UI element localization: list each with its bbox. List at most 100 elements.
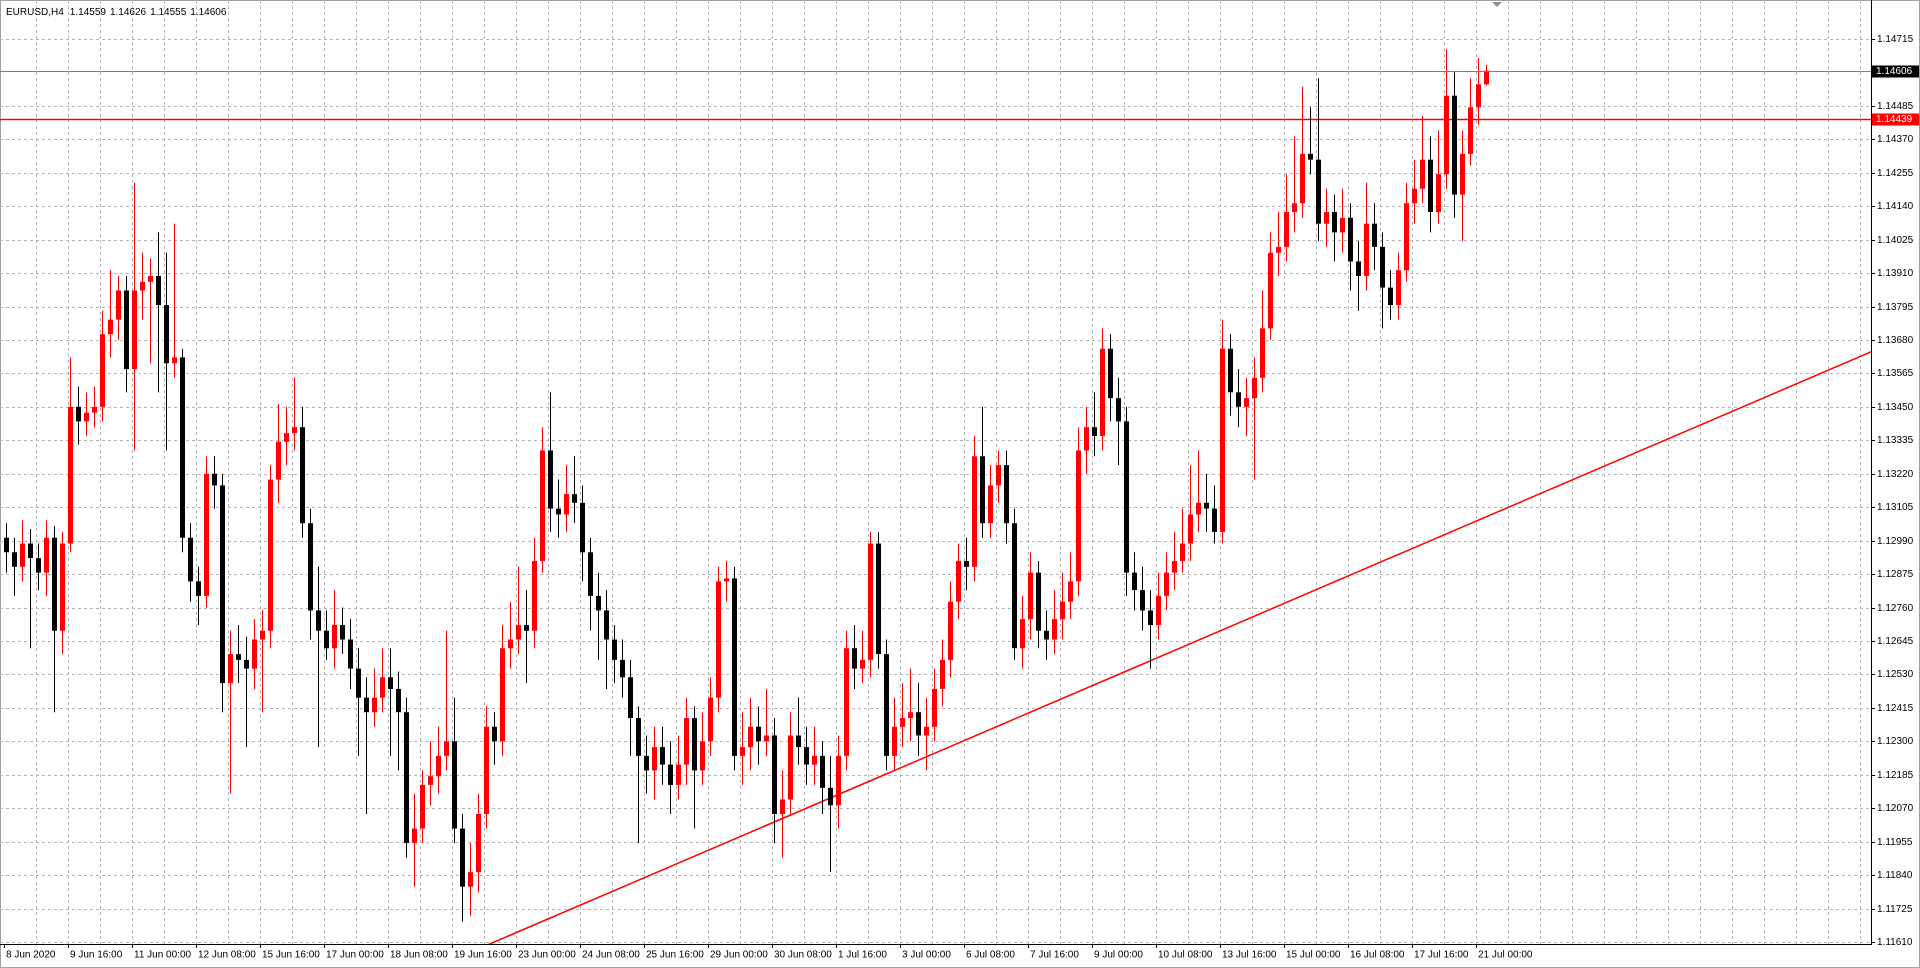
candle-body — [476, 814, 481, 873]
candle-body — [1188, 514, 1193, 544]
candle-body — [1452, 95, 1457, 195]
candle-body — [52, 537, 57, 631]
candle-body — [356, 668, 361, 698]
y-tick-label: 1.13450 — [1877, 402, 1914, 413]
x-tick-label: 9 Jul 00:00 — [1094, 950, 1143, 961]
candle-body — [1028, 572, 1033, 620]
candle-body — [1380, 246, 1385, 288]
y-tick-label: 1.12990 — [1877, 536, 1914, 547]
candle-body — [988, 485, 993, 524]
current-price-box — [1872, 65, 1919, 78]
y-tick-label: 1.12415 — [1877, 703, 1914, 714]
candle-body — [676, 764, 681, 785]
candle-body — [1372, 223, 1377, 247]
candle-body — [1052, 619, 1057, 640]
candle-body — [700, 741, 705, 771]
candle-body — [1476, 84, 1481, 108]
candle-body — [532, 560, 537, 631]
x-tick-label: 30 Jun 08:00 — [774, 950, 832, 961]
candle-body — [756, 726, 761, 742]
candle-body — [164, 305, 169, 364]
candle-body — [396, 688, 401, 713]
candle-body — [1324, 212, 1329, 224]
y-tick-label: 1.12760 — [1877, 603, 1914, 614]
y-tick-label: 1.13565 — [1877, 368, 1914, 379]
y-tick-label: 1.14255 — [1877, 168, 1914, 179]
candle-body — [1404, 203, 1409, 271]
x-tick-label: 17 Jun 00:00 — [326, 950, 384, 961]
candle-body — [924, 726, 929, 736]
header-open: 1.14559 — [70, 7, 107, 18]
y-tick-label: 1.14715 — [1877, 34, 1914, 45]
candle-body — [796, 735, 801, 748]
candle-body — [1180, 543, 1185, 561]
candle-body — [380, 677, 385, 698]
candle-body — [892, 726, 897, 756]
candle-body — [1172, 560, 1177, 573]
y-tick-label: 1.14485 — [1877, 101, 1914, 112]
header-low: 1.14555 — [150, 7, 187, 18]
y-tick-label: 1.12530 — [1877, 669, 1914, 680]
y-tick-label: 1.12875 — [1877, 569, 1914, 580]
candle-body — [1148, 610, 1153, 625]
candle-body — [4, 537, 9, 553]
candle-body — [604, 610, 609, 640]
candle-body — [132, 290, 137, 370]
candle-body — [964, 560, 969, 567]
candle-body — [540, 450, 545, 561]
candle-body — [1356, 261, 1361, 276]
y-tick-label: 1.13220 — [1877, 469, 1914, 480]
candle-body — [12, 552, 17, 567]
candle-body — [316, 610, 321, 631]
candle-body — [20, 543, 25, 567]
candle-body — [76, 406, 81, 422]
candle-body — [1156, 595, 1161, 625]
candle-body — [1260, 328, 1265, 378]
candle-body — [308, 523, 313, 611]
candle-body — [508, 639, 513, 649]
candle-body — [588, 552, 593, 596]
symbol: EURUSD,H4 — [6, 7, 64, 18]
candle-body — [628, 677, 633, 719]
candle-body — [92, 406, 97, 413]
candle-body — [956, 560, 961, 602]
chart-header: EURUSD,H4 1.14559 1.14626 1.14555 1.14606 — [6, 7, 227, 18]
candle-body — [148, 275, 153, 282]
candle-body — [548, 450, 553, 509]
candle-body — [284, 433, 289, 442]
candle-body — [1212, 508, 1217, 532]
candle-body — [748, 726, 753, 748]
candle-body — [620, 659, 625, 678]
candle-body — [300, 427, 305, 524]
candle-body — [1132, 572, 1137, 591]
candle-body — [68, 406, 73, 544]
candle-body — [100, 334, 105, 407]
candle-body — [1444, 95, 1449, 175]
y-tick-label: 1.11725 — [1877, 904, 1913, 915]
candle-body — [220, 485, 225, 684]
candle-body — [612, 639, 617, 660]
label-layer: 1.11610 1.11725 1.11840 1.11955 1.12070 1.121… — [4, 34, 1919, 961]
candle-body — [244, 659, 249, 669]
candle-body — [708, 697, 713, 742]
candle-body — [252, 639, 257, 669]
x-tick-label: 15 Jul 00:00 — [1286, 950, 1341, 961]
header-high: 1.14626 — [110, 7, 147, 18]
candle-body — [236, 654, 241, 660]
candle-body — [196, 581, 201, 596]
candle-body — [1204, 502, 1209, 509]
x-tick-label: 19 Jun 16:00 — [454, 950, 512, 961]
candle-body — [276, 441, 281, 480]
level-label-box — [1872, 113, 1919, 126]
x-tick-label: 3 Jul 00:00 — [902, 950, 951, 961]
candle-body — [740, 747, 745, 756]
trendline — [487, 351, 1871, 944]
candle-body — [1276, 246, 1281, 253]
candle-body — [44, 537, 49, 573]
candle-body — [156, 275, 161, 306]
candle-body — [1124, 421, 1129, 573]
candle-body — [804, 747, 809, 765]
x-tick-label: 1 Jul 16:00 — [838, 950, 887, 961]
candle-body — [1484, 70, 1489, 85]
candle-body — [1068, 581, 1073, 602]
